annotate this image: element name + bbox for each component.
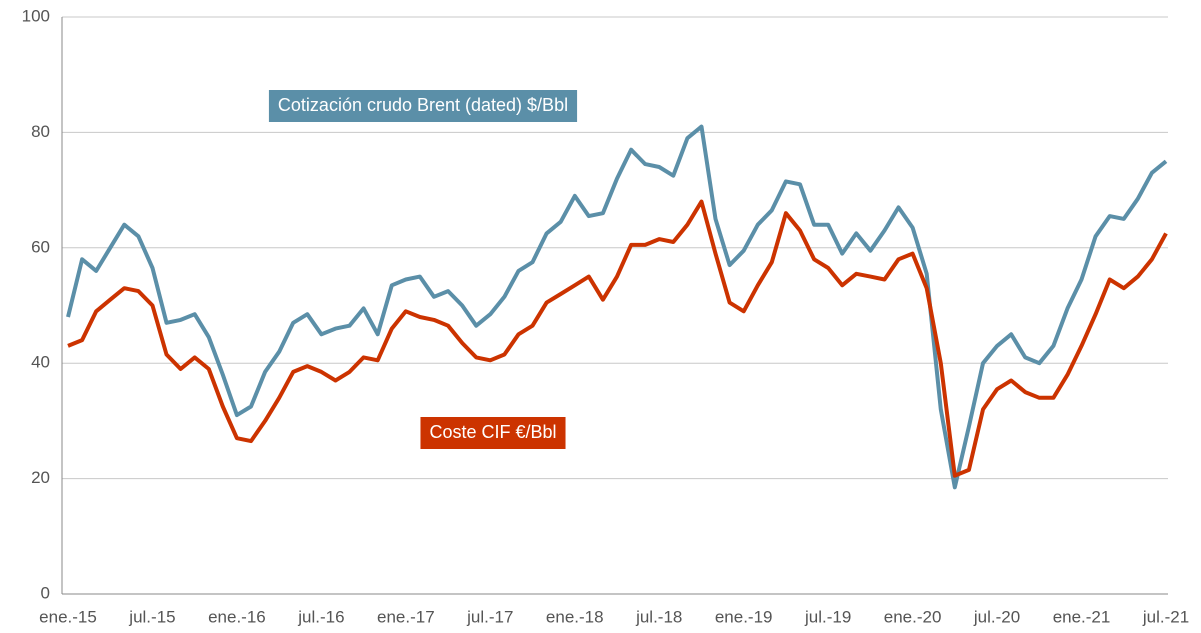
x-tick-label: jul.-20 (973, 607, 1020, 626)
series-label-box (420, 417, 566, 449)
x-tick-label: ene.-20 (884, 607, 942, 626)
x-tick-label: jul.-21 (1142, 607, 1189, 626)
x-tick-label: jul.-19 (804, 607, 851, 626)
x-tick-label: ene.-15 (39, 607, 97, 626)
x-tick-label: ene.-19 (715, 607, 773, 626)
y-tick-label: 100 (22, 6, 50, 25)
x-tick-label: jul.-16 (297, 607, 344, 626)
x-tick-label: ene.-21 (1053, 607, 1111, 626)
y-tick-label: 0 (41, 583, 50, 602)
x-tick-label: ene.-18 (546, 607, 604, 626)
series-line (66, 124, 1168, 490)
y-tick-label: 80 (31, 122, 50, 141)
x-tick-label: jul.-17 (466, 607, 513, 626)
x-tick-label: ene.-17 (377, 607, 435, 626)
y-tick-label: 60 (31, 237, 50, 256)
series-label: Cotización crudo Brent (dated) $/Bbl (278, 95, 568, 115)
y-tick-label: 20 (31, 468, 50, 487)
x-tick-label: jul.-18 (635, 607, 682, 626)
x-tick-label: jul.-15 (128, 607, 175, 626)
y-tick-label: 40 (31, 353, 50, 372)
series-label: Coste CIF €/Bbl (429, 422, 556, 442)
series-line (67, 199, 1168, 478)
x-tick-label: ene.-16 (208, 607, 266, 626)
series-label-box (268, 90, 578, 122)
